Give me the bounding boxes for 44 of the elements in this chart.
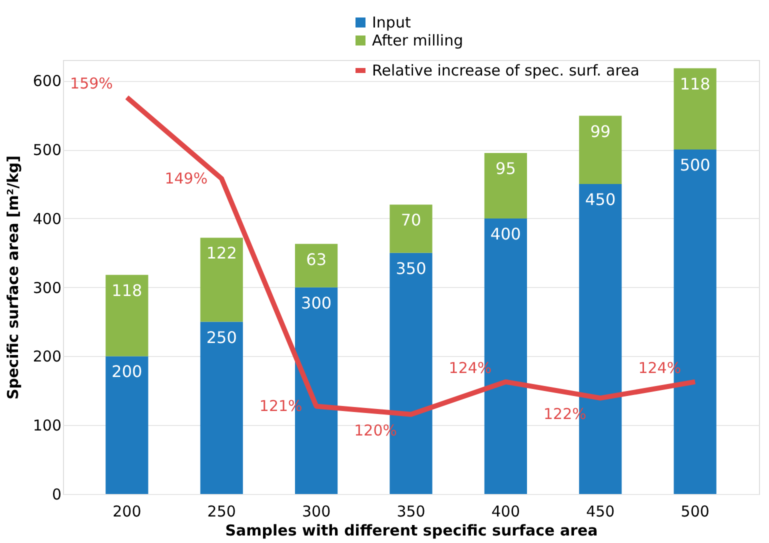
data-label: 300 [301,293,332,312]
data-label: 450 [585,190,616,209]
x-tick-label: 500 [680,502,710,520]
x-tick-label: 400 [491,502,520,520]
x-tick-label: 300 [302,502,331,520]
y-tick-label: 300 [32,278,62,297]
x-axis-title: Samples with different specific surface area [225,522,598,540]
data-label: 149% [164,170,208,188]
data-label: 400 [490,224,521,244]
bar [674,68,716,150]
data-label: 63 [306,250,326,269]
data-label: 250 [206,328,237,347]
data-label: 99 [590,122,611,141]
y-tick-label: 400 [32,210,62,228]
bar [106,356,148,494]
y-tick-label: 100 [32,416,62,435]
legend-label: After milling [372,32,464,50]
legend-label: Input [372,14,411,32]
y-tick-label: 0 [52,486,62,504]
bar [200,322,243,494]
data-label: 200 [112,362,142,382]
bar [200,238,243,322]
y-tick-label: 500 [32,141,62,160]
data-label: 350 [396,258,426,278]
data-label: 118 [680,74,710,94]
data-label: 122 [206,244,237,263]
data-label: 70 [400,210,422,230]
bar [106,274,148,356]
x-tick-label: 200 [112,502,142,520]
data-label: 118 [112,280,142,300]
y-tick-label: 200 [32,348,62,366]
bar [579,116,622,184]
y-axis-title: Specific surface area [m²/kg] [4,155,22,400]
x-tick-label: 450 [586,502,615,520]
legend-label: Relative increase of spec. surf. area [372,62,640,80]
bar [390,204,432,253]
x-tick-label: 350 [396,502,426,520]
data-label: 159% [70,74,113,92]
bar [484,153,527,218]
x-tick-label: 250 [207,502,236,520]
data-label: 95 [496,159,516,178]
data-label: 500 [680,156,710,175]
bar [295,244,338,288]
y-tick-label: 600 [32,72,62,90]
